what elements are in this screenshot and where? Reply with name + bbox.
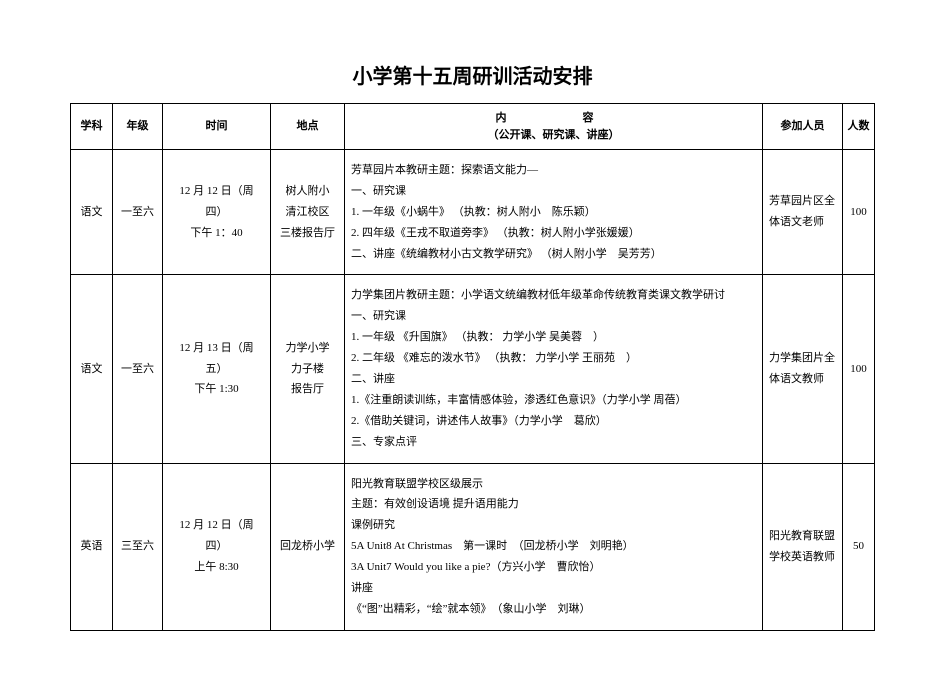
cell-place: 回龙桥小学 [271,463,345,630]
table-row: 语文 一至六 12 月 13 日（周五）下午 1:30 力学小学力子楼报告厅 力… [71,275,875,463]
cell-people: 力学集团片全体语文教师 [763,275,843,463]
cell-count: 100 [843,150,875,275]
header-grade: 年级 [113,104,163,150]
cell-time: 12 月 12 日（周四）下午 1：40 [163,150,271,275]
header-content: 内 容 （公开课、研究课、讲座） [345,104,763,150]
header-subject: 学科 [71,104,113,150]
cell-time: 12 月 12 日（周四）上午 8:30 [163,463,271,630]
schedule-table: 学科 年级 时间 地点 内 容 （公开课、研究课、讲座） 参加人员 人数 语文 … [70,103,875,631]
cell-place: 树人附小清江校区三楼报告厅 [271,150,345,275]
cell-subject: 英语 [71,463,113,630]
cell-people: 阳光教育联盟学校英语教师 [763,463,843,630]
cell-subject: 语文 [71,275,113,463]
header-count: 人数 [843,104,875,150]
page-title: 小学第十五周研训活动安排 [70,60,875,89]
table-row: 英语 三至六 12 月 12 日（周四）上午 8:30 回龙桥小学 阳光教育联盟… [71,463,875,630]
cell-time: 12 月 13 日（周五）下午 1:30 [163,275,271,463]
cell-content: 力学集团片教研主题：小学语文统编教材低年级革命传统教育类课文教学研讨一、研究课1… [345,275,763,463]
cell-people: 芳草园片区全体语文老师 [763,150,843,275]
cell-subject: 语文 [71,150,113,275]
table-row: 语文 一至六 12 月 12 日（周四）下午 1：40 树人附小清江校区三楼报告… [71,150,875,275]
cell-place: 力学小学力子楼报告厅 [271,275,345,463]
header-place: 地点 [271,104,345,150]
cell-content: 芳草园片本教研主题：探索语文能力—一、研究课1. 一年级《小蜗牛》 （执教：树人… [345,150,763,275]
cell-grade: 一至六 [113,150,163,275]
header-time: 时间 [163,104,271,150]
header-content-top: 内 容 [496,112,612,124]
cell-grade: 三至六 [113,463,163,630]
header-content-bottom: （公开课、研究课、讲座） [488,129,620,141]
cell-grade: 一至六 [113,275,163,463]
cell-count: 100 [843,275,875,463]
cell-content: 阳光教育联盟学校区级展示主题：有效创设语境 提升语用能力课例研究5A Unit8… [345,463,763,630]
header-people: 参加人员 [763,104,843,150]
cell-count: 50 [843,463,875,630]
